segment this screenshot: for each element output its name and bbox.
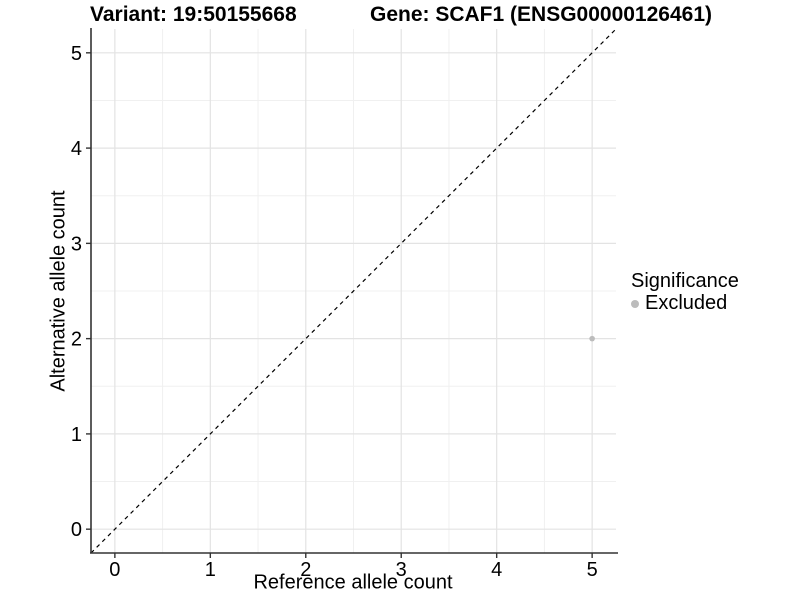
y-tick-label: 2	[71, 329, 82, 351]
legend-title: Significance	[631, 270, 739, 292]
y-axis-title: Alternative allele count	[47, 190, 70, 392]
x-tick-label: 0	[109, 559, 120, 581]
identity-dashed-line	[90, 28, 617, 554]
y-tick-label: 3	[71, 233, 82, 255]
legend: Significance Excluded	[631, 271, 739, 314]
data-point	[589, 335, 595, 342]
legend-item-label: Excluded	[645, 292, 728, 314]
y-tick-label: 5	[71, 43, 82, 65]
legend-item-excluded: Excluded	[631, 293, 739, 314]
y-tick-label: 4	[71, 138, 82, 160]
x-axis-title: Reference allele count	[253, 571, 453, 594]
x-tick-label: 2	[300, 559, 311, 581]
x-tick-label: 3	[396, 559, 407, 581]
plot-title-variant: Variant: 19:50155668	[90, 3, 297, 26]
y-tick-label: 1	[71, 424, 82, 446]
x-tick-label: 4	[491, 559, 502, 581]
y-tick-label: 0	[71, 519, 82, 541]
x-tick-label: 1	[205, 559, 216, 581]
plot-title-gene: Gene: SCAF1 (ENSG00000126461)	[370, 3, 712, 26]
x-tick-label: 5	[587, 559, 598, 581]
legend-point-icon	[631, 299, 639, 308]
